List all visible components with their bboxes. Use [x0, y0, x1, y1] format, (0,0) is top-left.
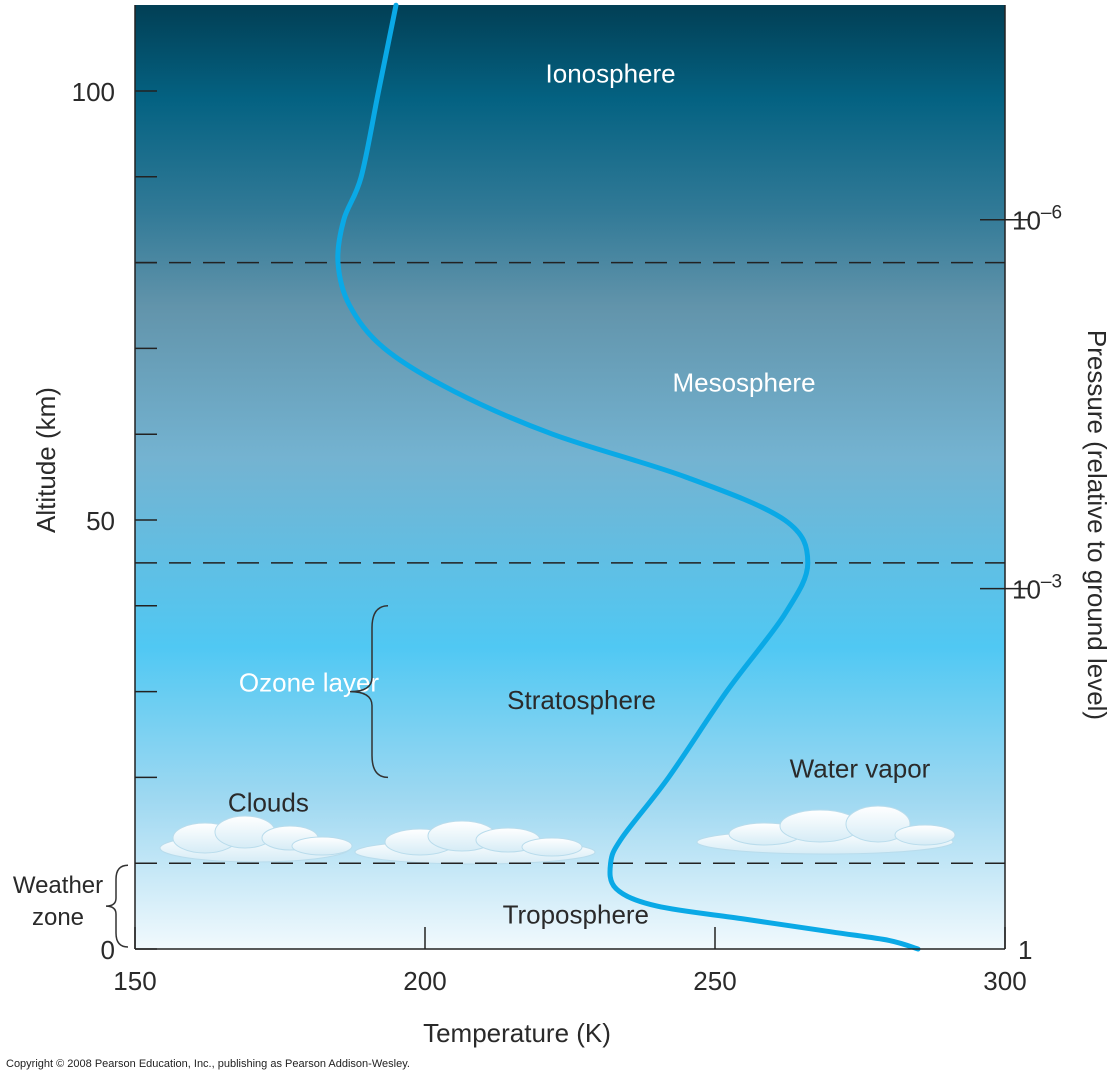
cloud-left [159, 815, 353, 863]
x-tick-labels: 150 200 250 300 [113, 966, 1026, 996]
cloud-middle [354, 820, 596, 865]
weather-zone-brace [105, 864, 129, 948]
temperature-curve-layer [335, 2, 921, 952]
pressure-tick-label: 10–6 [1012, 203, 1062, 236]
region-label: Clouds [228, 788, 309, 818]
region-label: Water vapor [790, 753, 931, 783]
region-label: Stratosphere [507, 685, 656, 715]
y-tick-label: 50 [86, 506, 115, 536]
pressure-tick-label: 10–3 [1012, 572, 1062, 605]
region-labels: Ionosphere Mesosphere Stratosphere Troposph… [228, 58, 931, 929]
pressure-tick-label: 1 [1018, 935, 1032, 965]
y-tick-label: 0 [101, 935, 115, 965]
weather-zone-label-line2: zone [32, 904, 84, 931]
region-label: Troposphere [503, 899, 649, 929]
ozone-brace [349, 605, 389, 779]
region-label: Ozone layer [239, 668, 380, 698]
region-label: Ionosphere [546, 58, 676, 88]
y-tick-label: 100 [72, 77, 115, 107]
y-axis-label: Altitude (km) [31, 387, 61, 533]
plot-background [135, 5, 1005, 949]
weather-zone-label-line1: Weather [13, 872, 103, 899]
layer-boundaries [135, 261, 1005, 864]
x-tick-label: 200 [403, 966, 446, 996]
x-tick-label: 250 [693, 966, 736, 996]
y2-axis-label: Pressure (relative to ground level) [1082, 330, 1112, 720]
clouds-illustration [159, 805, 956, 865]
region-label: Mesosphere [672, 367, 815, 397]
copyright-notice: Copyright © 2008 Pearson Education, Inc.… [6, 1058, 410, 1070]
x-tick-label: 300 [983, 966, 1026, 996]
x-axis-label: Temperature (K) [423, 1018, 611, 1048]
pressure-tick-labels: 10–6 10–3 1 [1012, 203, 1062, 965]
x-tick-label: 150 [113, 966, 156, 996]
temperature-curve [335, 2, 921, 952]
y-tick-labels: 0 50 100 [72, 77, 115, 965]
cloud-right [696, 805, 956, 855]
